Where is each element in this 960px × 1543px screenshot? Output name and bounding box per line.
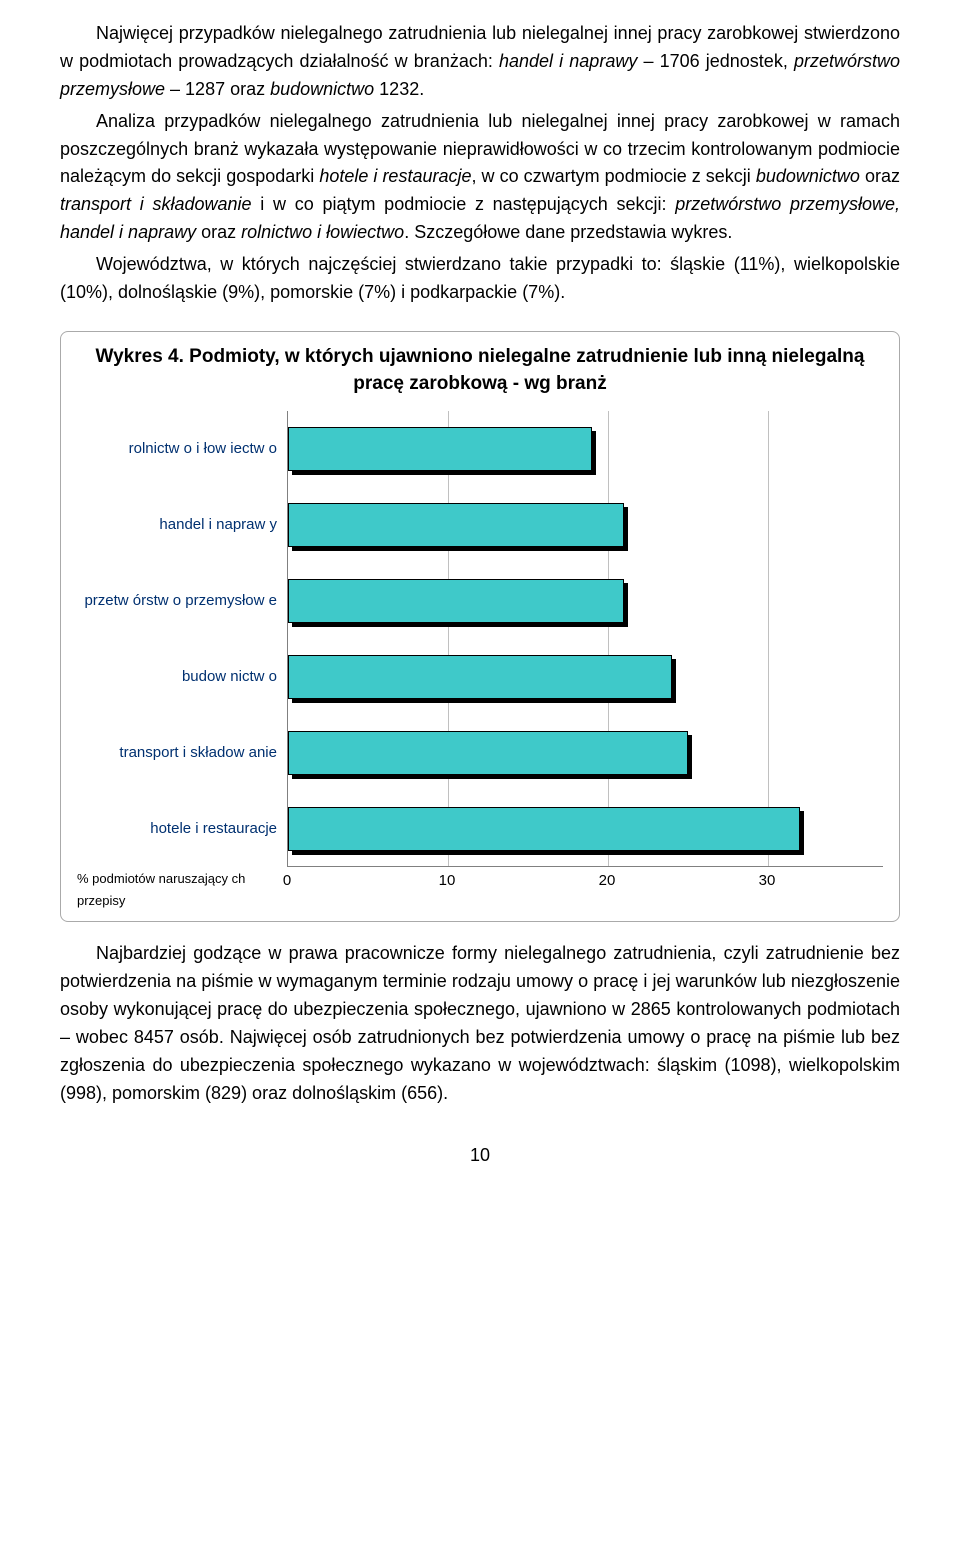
- chart-bar: [288, 807, 800, 851]
- chart-bar: [288, 731, 688, 775]
- chart-bar-slot: [288, 411, 883, 487]
- chart-area: rolnictw o i łow iectw ohandel i napraw …: [77, 411, 883, 867]
- text: . Szczegółowe dane przedstawia wykres.: [404, 222, 732, 242]
- text: – 1706 jednostek,: [637, 51, 794, 71]
- chart-bar-slot: [288, 487, 883, 563]
- chart-title: Wykres 4. Podmioty, w których ujawniono …: [77, 344, 883, 397]
- chart-plot: [287, 411, 883, 867]
- text: , w co czwartym podmiocie z sekcji: [471, 166, 755, 186]
- paragraph-4: Najbardziej godzące w prawa pracownicze …: [60, 940, 900, 1107]
- chart-y-label: transport i składow anie: [77, 715, 287, 791]
- chart-bar-slot: [288, 791, 883, 867]
- chart-container: Wykres 4. Podmioty, w których ujawniono …: [60, 331, 900, 922]
- text-italic: budownictwo: [756, 166, 860, 186]
- chart-x-tick: 0: [283, 869, 291, 892]
- chart-y-label: budow nictw o: [77, 639, 287, 715]
- chart-bar-slot: [288, 639, 883, 715]
- chart-y-label: hotele i restauracje: [77, 791, 287, 867]
- text-italic: transport i składowanie: [60, 194, 252, 214]
- text-italic: hotele i restauracje: [319, 166, 471, 186]
- text: oraz: [860, 166, 900, 186]
- chart-y-label: przetw órstw o przemysłow e: [77, 563, 287, 639]
- text-italic: budownictwo: [270, 79, 374, 99]
- chart-bar: [288, 427, 592, 471]
- paragraph-3: Województwa, w których najczęściej stwie…: [60, 251, 900, 307]
- chart-y-label: handel i napraw y: [77, 487, 287, 563]
- chart-x-tick: 20: [599, 869, 616, 892]
- text-italic: handel i naprawy: [499, 51, 637, 71]
- chart-bar-slot: [288, 715, 883, 791]
- chart-x-tick: 30: [759, 869, 776, 892]
- text: oraz: [196, 222, 241, 242]
- chart-axis-caption: % podmiotów naruszający ch: [77, 869, 287, 889]
- chart-y-label: rolnictw o i łow iectw o: [77, 411, 287, 487]
- paragraph-2: Analiza przypadków nielegalnego zatrudni…: [60, 108, 900, 247]
- chart-bar: [288, 503, 624, 547]
- paragraph-1: Najwięcej przypadków nielegalnego zatrud…: [60, 20, 900, 104]
- page-number: 10: [60, 1142, 900, 1170]
- chart-bar-slot: [288, 563, 883, 639]
- chart-y-labels: rolnictw o i łow iectw ohandel i napraw …: [77, 411, 287, 867]
- text: i w co piątym podmiocie z następujących …: [252, 194, 676, 214]
- chart-bar: [288, 655, 672, 699]
- chart-bar: [288, 579, 624, 623]
- text: – 1287 oraz: [165, 79, 270, 99]
- chart-x-tick: 10: [439, 869, 456, 892]
- chart-x-axis: 0102030: [287, 867, 883, 891]
- chart-axis-caption: przepisy: [77, 891, 287, 911]
- text: 1232.: [374, 79, 424, 99]
- text-italic: rolnictwo i łowiectwo: [241, 222, 404, 242]
